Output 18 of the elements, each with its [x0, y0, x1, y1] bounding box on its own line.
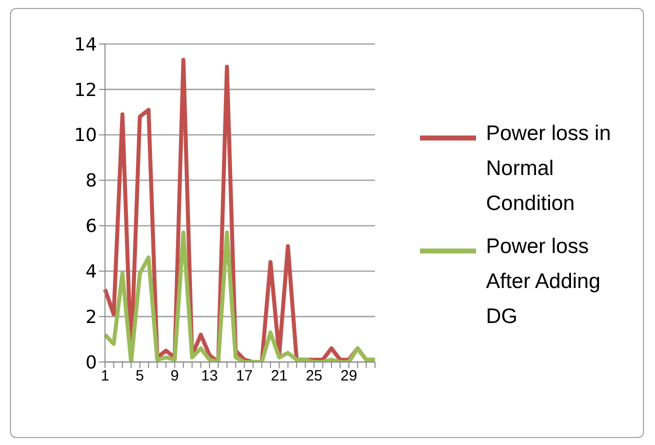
y-tick-label: 12	[74, 80, 97, 101]
y-tick-label: 0	[86, 352, 97, 374]
x-tick-label: 5	[136, 368, 144, 385]
x-tick-label: 29	[340, 368, 358, 385]
legend-label: Power loss After Adding DG	[486, 234, 602, 330]
x-tick-label: 17	[236, 368, 253, 385]
y-tick-label: 6	[86, 216, 97, 238]
y-tick-label: 4	[86, 262, 97, 283]
legend-label: Power loss in Normal Condition	[486, 121, 612, 217]
y-tick-label: 10	[74, 125, 97, 146]
x-tick-label: 1	[100, 368, 110, 385]
x-tick-label: 9	[170, 368, 179, 385]
y-tick-label: 8	[86, 170, 97, 192]
x-tick-label: 25	[306, 368, 322, 385]
y-tick-label: 14	[74, 34, 97, 56]
x-tick-label: 13	[201, 368, 218, 385]
x-tick-label: 21	[270, 368, 288, 385]
y-tick-label: 2	[86, 306, 97, 328]
